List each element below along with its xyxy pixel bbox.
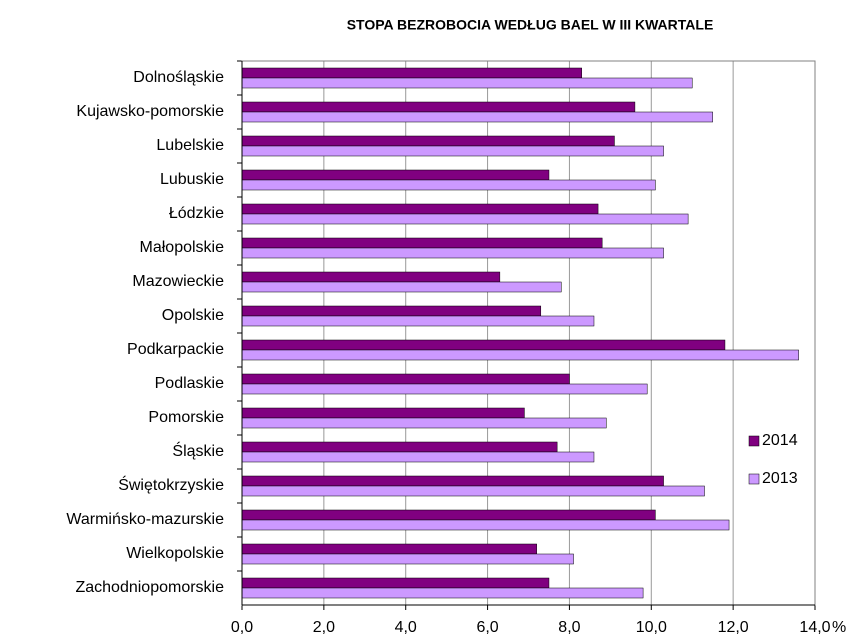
x-tick-label: 6,0: [476, 619, 498, 634]
y-tick-label: Świętokrzyskie: [118, 475, 224, 494]
bar: [241, 179, 656, 191]
bar: [241, 67, 582, 79]
bar: [241, 305, 542, 317]
bar: [241, 373, 570, 385]
bar: [241, 237, 603, 249]
bar: [241, 339, 726, 351]
y-tick-label: Kujawsko-pomorskie: [76, 103, 224, 120]
bar: [241, 519, 730, 531]
x-tick-label: 2,0: [313, 619, 335, 634]
y-tick-label: Łódzkie: [169, 205, 224, 222]
x-axis-label: %: [832, 619, 846, 634]
bar: [241, 509, 656, 521]
bar: [241, 213, 689, 225]
bar: [241, 271, 501, 283]
y-tick-label: Podlaskie: [155, 375, 224, 392]
bar: [241, 169, 550, 181]
bar: [241, 475, 664, 487]
bar: [241, 349, 799, 361]
x-tick-label: 4,0: [395, 619, 417, 634]
bar: [241, 553, 574, 565]
bar: [241, 281, 562, 293]
bar: [241, 417, 607, 429]
y-tick-label: Podkarpackie: [127, 341, 224, 358]
x-tick-label: 14,0: [799, 619, 830, 634]
bar: [241, 485, 705, 497]
y-tick-label: Lubelskie: [156, 137, 224, 154]
y-tick-label: Zachodniopomorskie: [75, 579, 224, 596]
legend-label: 2014: [762, 432, 798, 449]
y-tick-label: Warmińsko-mazurskie: [66, 511, 224, 528]
y-tick-label: Małopolskie: [140, 239, 225, 256]
bar: [241, 451, 595, 463]
bar: [241, 135, 615, 147]
bar: [241, 77, 693, 89]
bar: [241, 111, 713, 123]
y-tick-label: Mazowieckie: [132, 273, 224, 290]
x-tick-label: 0,0: [231, 619, 253, 634]
bar: [241, 577, 550, 589]
legend-swatch: [748, 435, 760, 447]
bar: [241, 543, 537, 555]
y-tick-label: Pomorskie: [148, 409, 224, 426]
x-tick-label: 8,0: [558, 619, 580, 634]
bar: [241, 101, 636, 113]
legend-label: 2013: [762, 470, 798, 487]
bar: [241, 383, 648, 395]
legend-swatch: [748, 473, 760, 485]
x-tick-label: 12,0: [718, 619, 749, 634]
bar: [241, 203, 599, 215]
bar: [241, 315, 595, 327]
y-tick-label: Dolnośląskie: [133, 69, 224, 86]
bar: [241, 441, 558, 453]
y-tick-label: Wielkopolskie: [126, 545, 224, 562]
y-tick-label: Opolskie: [162, 307, 224, 324]
y-tick-label: Śląskie: [172, 441, 224, 460]
x-tick-label: 10,0: [636, 619, 667, 634]
y-tick-label: Lubuskie: [160, 171, 224, 188]
bar: [241, 587, 644, 599]
bar: [241, 145, 664, 157]
bar: [241, 407, 525, 419]
chart-title: STOPA BEZROBOCIA WEDŁUG BAEL W III KWART…: [347, 17, 714, 33]
bar: [241, 247, 664, 259]
